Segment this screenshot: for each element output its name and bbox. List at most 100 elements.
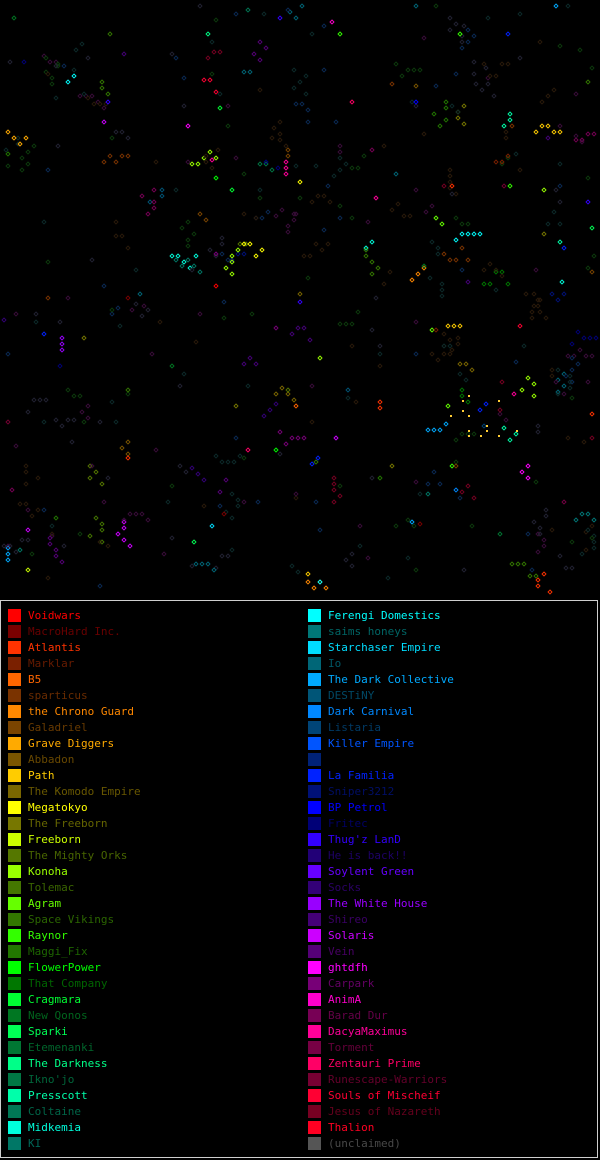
star-system[interactable] — [65, 295, 71, 301]
star-system[interactable] — [457, 31, 463, 37]
star-system[interactable] — [23, 135, 29, 141]
star-system[interactable] — [575, 329, 581, 335]
star-system[interactable] — [439, 281, 445, 287]
star-system[interactable] — [25, 409, 31, 415]
star-system[interactable] — [425, 427, 431, 433]
star-system[interactable] — [441, 351, 447, 357]
star-system[interactable] — [529, 309, 535, 315]
star-system[interactable] — [173, 257, 179, 263]
star-system[interactable] — [531, 393, 537, 399]
star-system[interactable] — [425, 481, 431, 487]
star-system[interactable] — [573, 137, 579, 143]
star-system[interactable] — [461, 103, 467, 109]
star-system[interactable] — [431, 469, 437, 475]
star-system[interactable] — [263, 45, 269, 51]
star-system[interactable] — [283, 159, 289, 165]
star-system[interactable] — [413, 103, 419, 109]
star-system[interactable] — [433, 327, 439, 333]
star-system[interactable] — [465, 483, 471, 489]
star-system[interactable] — [405, 517, 411, 523]
star-system[interactable] — [203, 217, 209, 223]
star-system[interactable] — [141, 303, 147, 309]
star-system[interactable] — [195, 471, 201, 477]
star-system[interactable] — [499, 159, 505, 165]
star-system[interactable] — [455, 115, 461, 121]
star-system[interactable] — [77, 393, 83, 399]
star-system[interactable] — [7, 59, 13, 65]
star-system[interactable] — [85, 95, 91, 101]
star-system[interactable] — [213, 89, 219, 95]
star-system[interactable] — [45, 575, 51, 581]
star-system[interactable] — [435, 251, 441, 257]
star-system[interactable] — [209, 39, 215, 45]
star-system[interactable] — [207, 247, 213, 253]
star-system[interactable] — [229, 271, 235, 277]
star-system[interactable] — [449, 103, 455, 109]
star-system[interactable] — [589, 411, 595, 417]
star-system[interactable] — [309, 461, 315, 467]
star-system[interactable] — [549, 367, 555, 373]
star-system[interactable] — [217, 105, 223, 111]
star-system[interactable] — [157, 319, 163, 325]
star-system[interactable] — [537, 309, 543, 315]
star-system[interactable] — [37, 397, 43, 403]
star-system[interactable] — [541, 537, 547, 543]
star-system[interactable] — [247, 355, 253, 361]
star-system[interactable] — [583, 353, 589, 359]
star-system[interactable] — [493, 73, 499, 79]
star-system[interactable] — [337, 31, 343, 37]
star-system[interactable] — [393, 61, 399, 67]
star-system[interactable] — [561, 383, 567, 389]
star-system[interactable] — [453, 21, 459, 27]
star-system[interactable] — [573, 91, 579, 97]
star-system[interactable] — [449, 183, 455, 189]
star-system[interactable] — [9, 487, 15, 493]
star-system[interactable] — [289, 563, 295, 569]
star-system[interactable] — [565, 3, 571, 9]
star-system[interactable] — [205, 31, 211, 37]
outpost-marker[interactable] — [450, 415, 452, 417]
star-system[interactable] — [589, 535, 595, 541]
star-system[interactable] — [283, 165, 289, 171]
star-system[interactable] — [413, 99, 419, 105]
star-system[interactable] — [425, 491, 431, 497]
star-system[interactable] — [545, 123, 551, 129]
star-system[interactable] — [305, 571, 311, 577]
star-system[interactable] — [127, 543, 133, 549]
star-system[interactable] — [569, 395, 575, 401]
outpost-marker[interactable] — [468, 415, 470, 417]
star-system[interactable] — [29, 513, 35, 519]
star-system[interactable] — [185, 219, 191, 225]
star-system[interactable] — [125, 439, 131, 445]
star-system[interactable] — [191, 231, 197, 237]
star-system[interactable] — [521, 561, 527, 567]
star-system[interactable] — [447, 343, 453, 349]
star-system[interactable] — [465, 399, 471, 405]
star-system[interactable] — [229, 187, 235, 193]
star-system[interactable] — [435, 357, 441, 363]
star-system[interactable] — [295, 325, 301, 331]
star-system[interactable] — [229, 547, 235, 553]
star-system[interactable] — [277, 451, 283, 457]
star-system[interactable] — [291, 85, 297, 91]
star-system[interactable] — [325, 183, 331, 189]
star-system[interactable] — [447, 179, 453, 185]
star-system[interactable] — [455, 335, 461, 341]
star-system[interactable] — [189, 161, 195, 167]
star-system[interactable] — [315, 193, 321, 199]
star-system[interactable] — [445, 403, 451, 409]
star-system[interactable] — [209, 71, 215, 77]
star-system[interactable] — [241, 499, 247, 505]
star-system[interactable] — [241, 455, 247, 461]
star-system[interactable] — [349, 551, 355, 557]
star-system[interactable] — [241, 251, 247, 257]
star-system[interactable] — [537, 531, 543, 537]
star-system[interactable] — [297, 291, 303, 297]
star-system[interactable] — [277, 131, 283, 137]
star-system[interactable] — [81, 335, 87, 341]
star-system[interactable] — [97, 539, 103, 545]
star-system[interactable] — [285, 387, 291, 393]
star-system[interactable] — [477, 407, 483, 413]
star-system[interactable] — [319, 247, 325, 253]
star-system[interactable] — [543, 315, 549, 321]
